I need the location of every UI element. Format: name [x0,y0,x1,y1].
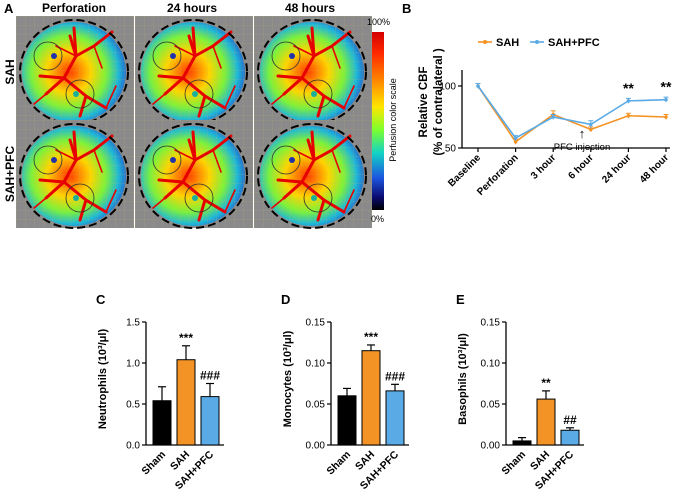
bar-y-tick-label: 1.5 [126,318,140,329]
panel-b-letter: B [402,1,411,16]
b-data-point [476,84,480,88]
bar-significance-marker: ** [541,376,551,390]
panel-d: D Monocytes (10³/μl) 0.00 0.05 0.10 0.15 Sha… [277,290,447,498]
bar-significance-marker: *** [364,330,378,344]
col-header-24-hours: 24 hours [167,1,217,15]
b-data-point [513,140,518,144]
b-significance-marker: ** [623,80,634,96]
b-legend-label-0: SAH [496,37,519,49]
panel-b: B Relative CBF (% of contralateral ) ↑ P… [400,0,685,240]
b-y-tick-label: 100 [439,82,456,93]
bar-sah-pfc [385,390,405,446]
bar-significance-marker: ### [385,369,405,383]
chart-e-svg: E Basophils (10³/μl) 0.00 0.05 0.10 0.15 Sha… [456,292,584,492]
chart-b-svg: B Relative CBF (% of contralateral ) ↑ P… [402,1,672,198]
bar-y-tick-label: 0.00 [306,441,326,452]
b-x-tick-label: 3 hour [529,152,558,181]
bar-y-tick-label: 0.5 [126,400,140,411]
perfusion-image-sahpfc-perforation [14,118,136,230]
bar-y-tick-label: 0.05 [481,400,501,411]
perfusion-image-sah-24h [133,14,255,126]
b-legend-marker-0 [483,40,487,44]
b-significance-marker: ** [661,79,672,95]
bar-y-tick-label: 0.05 [306,400,326,411]
col-header-48-hours: 48 hours [285,1,335,15]
perfusion-colorbar [372,32,384,210]
colorbar-bottom-label: 0% [371,214,384,224]
panel-d-ylabel: Monocytes (10³/μl) [282,330,294,427]
bar-significance-marker: *** [179,331,193,345]
panel-b-ylabel-line2: (% of contralateral ) [433,48,445,156]
row-label-sah: SAH [3,59,17,84]
panel-d-letter: D [281,292,290,307]
bar-significance-marker: ### [200,369,220,383]
panel-a: A Perforation 24 hours 48 hours SAH SAH+… [0,0,400,240]
bar-y-tick-label: 0.10 [481,359,501,370]
panel-a-letter: A [4,1,14,16]
bar-y-tick-label: 0.00 [481,441,501,452]
colorbar-top-label: 100% [367,17,390,27]
bar-sah [361,350,381,446]
bar-y-tick-label: 0.10 [306,359,326,370]
b-x-tick-label: 48 hour [638,152,671,185]
b-data-point [626,113,631,118]
bar-y-tick-label: 0.15 [306,318,326,329]
col-header-perforation: Perforation [42,1,106,15]
bar-significance-marker: ## [563,413,577,427]
pfc-injection-arrow: ↑ [579,126,586,141]
panel-c-letter: C [96,292,106,307]
b-data-point [551,115,555,119]
chart-d-svg: D Monocytes (10³/μl) 0.00 0.05 0.10 0.15 Sha… [281,292,409,492]
perfusion-image-sahpfc-24h [133,118,255,230]
bar-y-tick-label: 0.0 [126,441,140,452]
b-series-line-0 [477,85,667,143]
bar-sham [337,395,357,446]
bar-y-tick-label: 1.0 [126,359,140,370]
bar-x-tick-label: Sham [139,449,168,478]
bar-x-tick-label: Sham [499,449,528,478]
b-x-tick-label: 6 hour [567,152,596,181]
b-series-line-1 [477,85,667,140]
bar-sham [152,400,172,446]
b-data-point [589,122,593,127]
panel-c: C Neutrophils (10³/μl) 0.0 0.5 1.0 1.5 Sham *… [92,290,262,498]
panel-a-svg: A Perforation 24 hours 48 hours SAH SAH+… [3,1,398,230]
b-data-point [513,136,518,140]
bar-sah-pfc [200,396,220,446]
b-legend-marker-1 [535,40,539,44]
b-x-tick-label: Baseline [446,152,483,189]
b-x-tick-label: 24 hour [600,152,633,185]
panel-e-ylabel: Basophils (10³/μl) [457,333,469,425]
bar-y-tick-label: 0.15 [481,318,501,329]
bar-x-tick-label: Sham [324,449,353,478]
b-data-point [626,99,631,103]
perfusion-image-sahpfc-48h [252,118,374,230]
b-y-tick-label: 50 [445,144,457,155]
b-legend-label-1: SAH+PFC [548,37,600,49]
panel-e: E Basophils (10³/μl) 0.00 0.05 0.10 0.15 Sha… [452,290,622,498]
row-label-sah-pfc: SAH+PFC [3,145,17,202]
b-data-point [664,115,668,119]
panel-c-ylabel: Neutrophils (10³/μl) [97,329,109,430]
chart-c-svg: C Neutrophils (10³/μl) 0.0 0.5 1.0 1.5 Sham *… [96,292,224,492]
bar-sah [536,398,556,446]
perfusion-image-sah-perforation [14,14,136,126]
colorbar-label: Perfusion color scale [388,78,398,162]
panel-e-letter: E [456,292,465,307]
b-data-point [589,127,593,132]
bar-sah-pfc [560,429,580,446]
panel-b-ylabel-line1: Relative CBF [418,67,430,138]
b-data-point [664,97,668,102]
bar-sham [512,440,532,446]
perfusion-image-sah-48h [252,14,374,126]
bar-sah [176,359,196,446]
